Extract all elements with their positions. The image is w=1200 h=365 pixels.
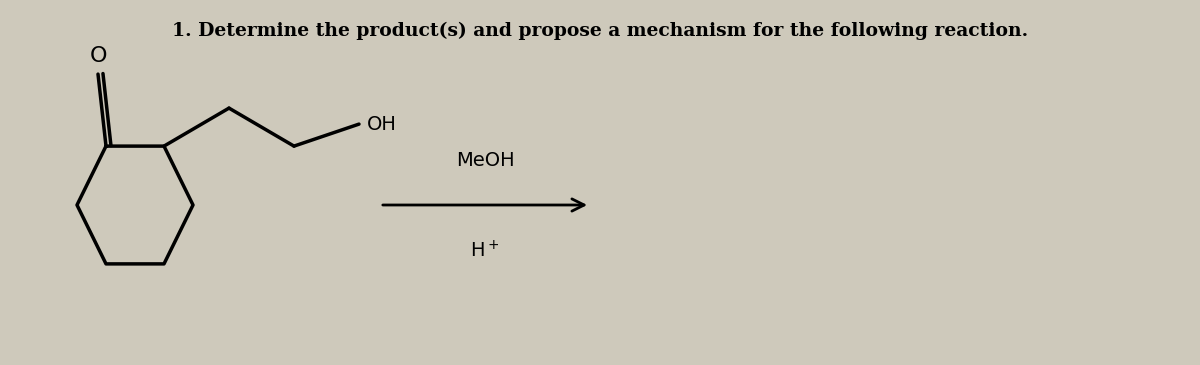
Text: 1. Determine the product(s) and propose a mechanism for the following reaction.: 1. Determine the product(s) and propose … (172, 22, 1028, 40)
Text: O: O (89, 46, 107, 66)
Text: OH: OH (367, 115, 397, 134)
Text: H$^+$: H$^+$ (470, 240, 499, 261)
Text: MeOH: MeOH (456, 151, 515, 170)
